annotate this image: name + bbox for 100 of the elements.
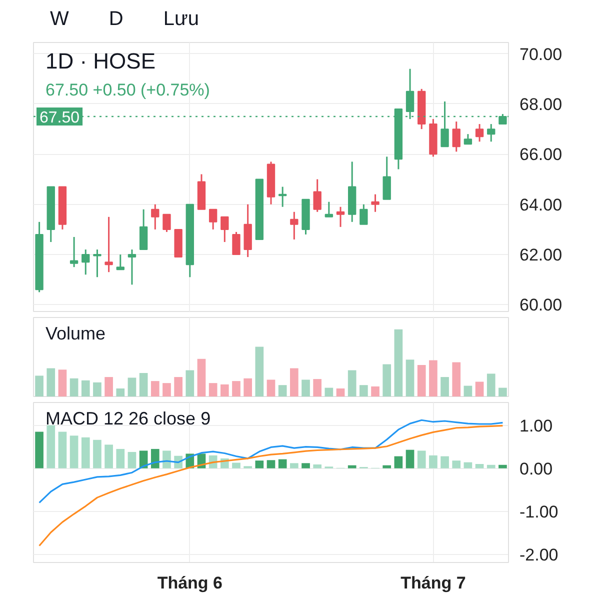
candlestick <box>371 194 380 213</box>
bar <box>417 364 426 396</box>
bar <box>313 464 322 468</box>
chart-title: MACD 12 26 close 9 <box>46 408 211 428</box>
bar <box>360 385 368 396</box>
bar <box>278 385 287 396</box>
bar <box>255 346 264 396</box>
ref-line-label: 67.50 <box>40 110 80 127</box>
y-tick-label: 62.00 <box>520 246 562 265</box>
candlestick <box>382 156 391 200</box>
bar <box>46 425 56 468</box>
candlestick <box>220 216 229 243</box>
bar <box>174 377 182 396</box>
candlestick <box>116 254 124 270</box>
y-tick-label: 64.00 <box>520 195 562 214</box>
candlestick <box>208 208 218 230</box>
text: 67.50 +0.50 (+0.75%) <box>46 80 210 100</box>
bar <box>255 460 264 468</box>
candlestick <box>336 206 345 228</box>
bar <box>382 364 392 396</box>
y-tick-label: -2.00 <box>520 545 558 564</box>
bar <box>464 462 472 468</box>
bar <box>278 459 287 468</box>
bar <box>394 329 403 396</box>
bar <box>197 358 206 396</box>
bar <box>452 460 461 468</box>
bar <box>232 381 240 396</box>
bar <box>150 448 160 468</box>
bar <box>382 465 392 468</box>
y-tick-label: 70.00 <box>520 44 562 64</box>
bar <box>266 380 276 396</box>
bar <box>104 377 113 396</box>
candlestick <box>324 201 334 218</box>
bar <box>186 370 194 396</box>
bar <box>475 464 484 468</box>
candlestick <box>93 248 102 278</box>
bar <box>498 388 507 396</box>
candlestick <box>162 214 171 233</box>
x-tick-label: Tháng 7 <box>400 574 466 592</box>
bar <box>290 463 298 468</box>
bar <box>116 448 125 468</box>
bar <box>81 380 90 396</box>
y-tick-label: 1.00 <box>520 416 553 436</box>
bar <box>486 464 496 468</box>
bar <box>244 378 252 396</box>
candlestick <box>452 120 460 152</box>
bar <box>348 465 356 468</box>
bar <box>406 360 414 396</box>
bar <box>324 388 334 396</box>
text: D <box>108 8 124 30</box>
candlestick <box>313 178 322 213</box>
bar <box>371 386 380 396</box>
candlestick <box>82 248 90 276</box>
bar <box>313 379 322 396</box>
bar <box>150 381 160 396</box>
bar <box>35 376 44 396</box>
candlestick <box>104 216 113 273</box>
bar <box>128 378 136 396</box>
candlestick <box>70 236 78 268</box>
bar <box>475 382 484 396</box>
bar <box>290 368 298 396</box>
candlestick <box>232 231 240 256</box>
bar <box>266 460 276 468</box>
bar <box>486 374 496 396</box>
bar <box>394 456 403 468</box>
bar <box>70 436 78 468</box>
bar <box>93 440 102 468</box>
bar <box>46 368 56 396</box>
text: W <box>50 8 69 30</box>
bar <box>139 373 148 396</box>
bar <box>35 432 44 468</box>
bar <box>302 380 310 396</box>
bar <box>104 444 113 468</box>
bar <box>58 370 67 396</box>
bar <box>128 452 136 468</box>
bar <box>93 382 102 396</box>
candlestick <box>464 133 472 145</box>
bar <box>58 432 67 468</box>
bar <box>81 437 90 468</box>
bar <box>232 462 240 468</box>
candlestick <box>475 123 484 142</box>
y-tick-label: -1.00 <box>520 502 558 522</box>
candlestick <box>139 208 148 250</box>
bar <box>498 464 507 468</box>
bar <box>162 383 171 396</box>
candlestick <box>290 211 298 240</box>
bar <box>162 450 171 468</box>
y-tick-label: 68.00 <box>520 94 562 114</box>
bar <box>336 388 345 396</box>
bar <box>464 386 472 396</box>
bar <box>429 455 438 468</box>
bar <box>417 450 426 468</box>
line-series <box>38 424 504 547</box>
y-tick-label: 60.00 <box>520 296 562 315</box>
candlestick <box>128 248 136 286</box>
bar <box>429 360 438 396</box>
candlestick <box>151 204 160 230</box>
text: Lưu <box>163 8 199 30</box>
chart-title: 1D · HOSE <box>46 48 156 74</box>
candlestick <box>278 186 287 208</box>
